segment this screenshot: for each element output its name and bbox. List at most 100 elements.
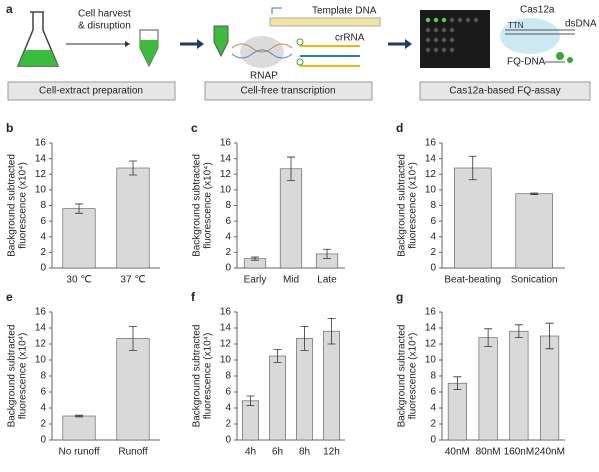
y-tick-label: 0 [430,263,436,274]
y-axis-label: Background subtracted [397,154,408,257]
x-tick-label: 6h [272,447,283,458]
step-label: Cell-extract preparation [39,86,143,97]
y-tick-label: 4 [430,231,436,242]
template-label: Template DNA [312,6,377,17]
y-axis-label: Background subtracted [397,325,408,428]
y-tick-label: 0 [430,435,436,446]
y-tick-label: 0 [225,435,231,446]
step-label: Cell-free transcription [240,86,335,97]
panel-label: g [396,290,403,304]
y-tick-label: 8 [430,371,436,382]
panel-label: b [6,121,13,135]
error-bar [530,192,539,195]
step-label: Cas12a-based FQ-assay [449,86,560,97]
error-bar [251,256,259,261]
y-tick-label: 6 [40,387,46,398]
y-tick-label: 16 [220,138,232,149]
harvest-text: & disruption [78,21,131,32]
y-tick-label: 14 [220,323,232,334]
y-tick-label: 14 [425,153,437,164]
panel-label: f [191,290,196,304]
y-axis-label: fluorescence (x10⁴) [203,162,214,249]
x-tick-label: Early [244,275,267,286]
x-tick-label: 40nM [445,447,470,458]
transcription-illustration [213,7,381,68]
y-tick-label: 6 [225,387,231,398]
y-axis-label: Background subtracted [7,154,18,257]
x-tick-label: Sonication [511,275,558,286]
y-tick-label: 12 [35,169,47,180]
error-bar [545,322,554,350]
x-tick-label: No runoff [59,447,100,458]
ttn-label: TTN [508,21,524,30]
y-tick-label: 14 [35,153,47,164]
crrna-label: crRNA [335,33,365,44]
x-tick-label: 80nM [476,447,501,458]
y-tick-label: 12 [220,339,232,350]
x-tick-label: Late [317,275,337,286]
y-tick-label: 8 [225,371,231,382]
y-tick-label: 10 [220,185,232,196]
bar [509,330,529,441]
y-tick-label: 14 [220,153,232,164]
bar [323,330,340,441]
bar [269,355,286,441]
x-tick-label: 160nM [504,447,535,458]
y-tick-label: 10 [35,185,47,196]
y-tick-label: 4 [225,403,231,414]
error-bar [484,328,493,347]
x-tick-label: Runoff [118,447,148,458]
y-tick-label: 12 [220,169,232,180]
y-tick-label: 6 [225,216,231,227]
error-bar [246,395,255,406]
error-bar [300,326,309,351]
y-tick-label: 16 [425,307,437,318]
y-tick-label: 2 [225,419,231,430]
y-tick-label: 16 [220,307,232,318]
y-tick-label: 8 [225,200,231,211]
error-bar [129,326,137,351]
y-tick-label: 2 [40,419,46,430]
y-tick-label: 0 [225,263,231,274]
panel-label: a [6,2,13,16]
y-tick-label: 14 [35,323,47,334]
bar [116,338,150,441]
y-tick-label: 2 [430,419,436,430]
error-bar [287,156,295,181]
error-bar [468,155,477,181]
x-tick-label: Mid [283,275,299,286]
y-tick-label: 10 [425,355,437,366]
y-tick-label: 16 [425,138,437,149]
y-tick-label: 10 [425,185,437,196]
y-axis-label: Background subtracted [192,325,203,428]
x-tick-label: 240nM [534,447,565,458]
bar [62,415,96,441]
error-bar [327,318,336,345]
rnap-label: RNAP [250,71,278,82]
y-tick-label: 12 [425,169,437,180]
y-tick-label: 10 [220,355,232,366]
x-tick-label: 12h [323,447,340,458]
bar [116,167,150,269]
harvest-text: Cell harvest [78,9,131,20]
y-tick-label: 12 [425,339,437,350]
cas12a-label: Cas12a [520,5,555,16]
x-tick-label: 8h [299,447,310,458]
y-tick-label: 10 [35,355,47,366]
y-axis-label: fluorescence (x10⁴) [203,333,214,420]
bar [279,168,303,269]
flask [16,11,60,67]
panel-label: d [396,121,403,135]
y-axis-label: Background subtracted [7,325,18,428]
bar [453,167,492,269]
y-tick-label: 4 [40,403,46,414]
bar [540,335,560,441]
bar [515,193,553,269]
error-bar [453,376,462,390]
dsdna-label: dsDNA [565,19,597,30]
error-bar [75,414,83,418]
bar [296,338,313,441]
y-tick-label: 2 [430,247,436,258]
x-tick-label: 30 ℃ [66,275,91,286]
